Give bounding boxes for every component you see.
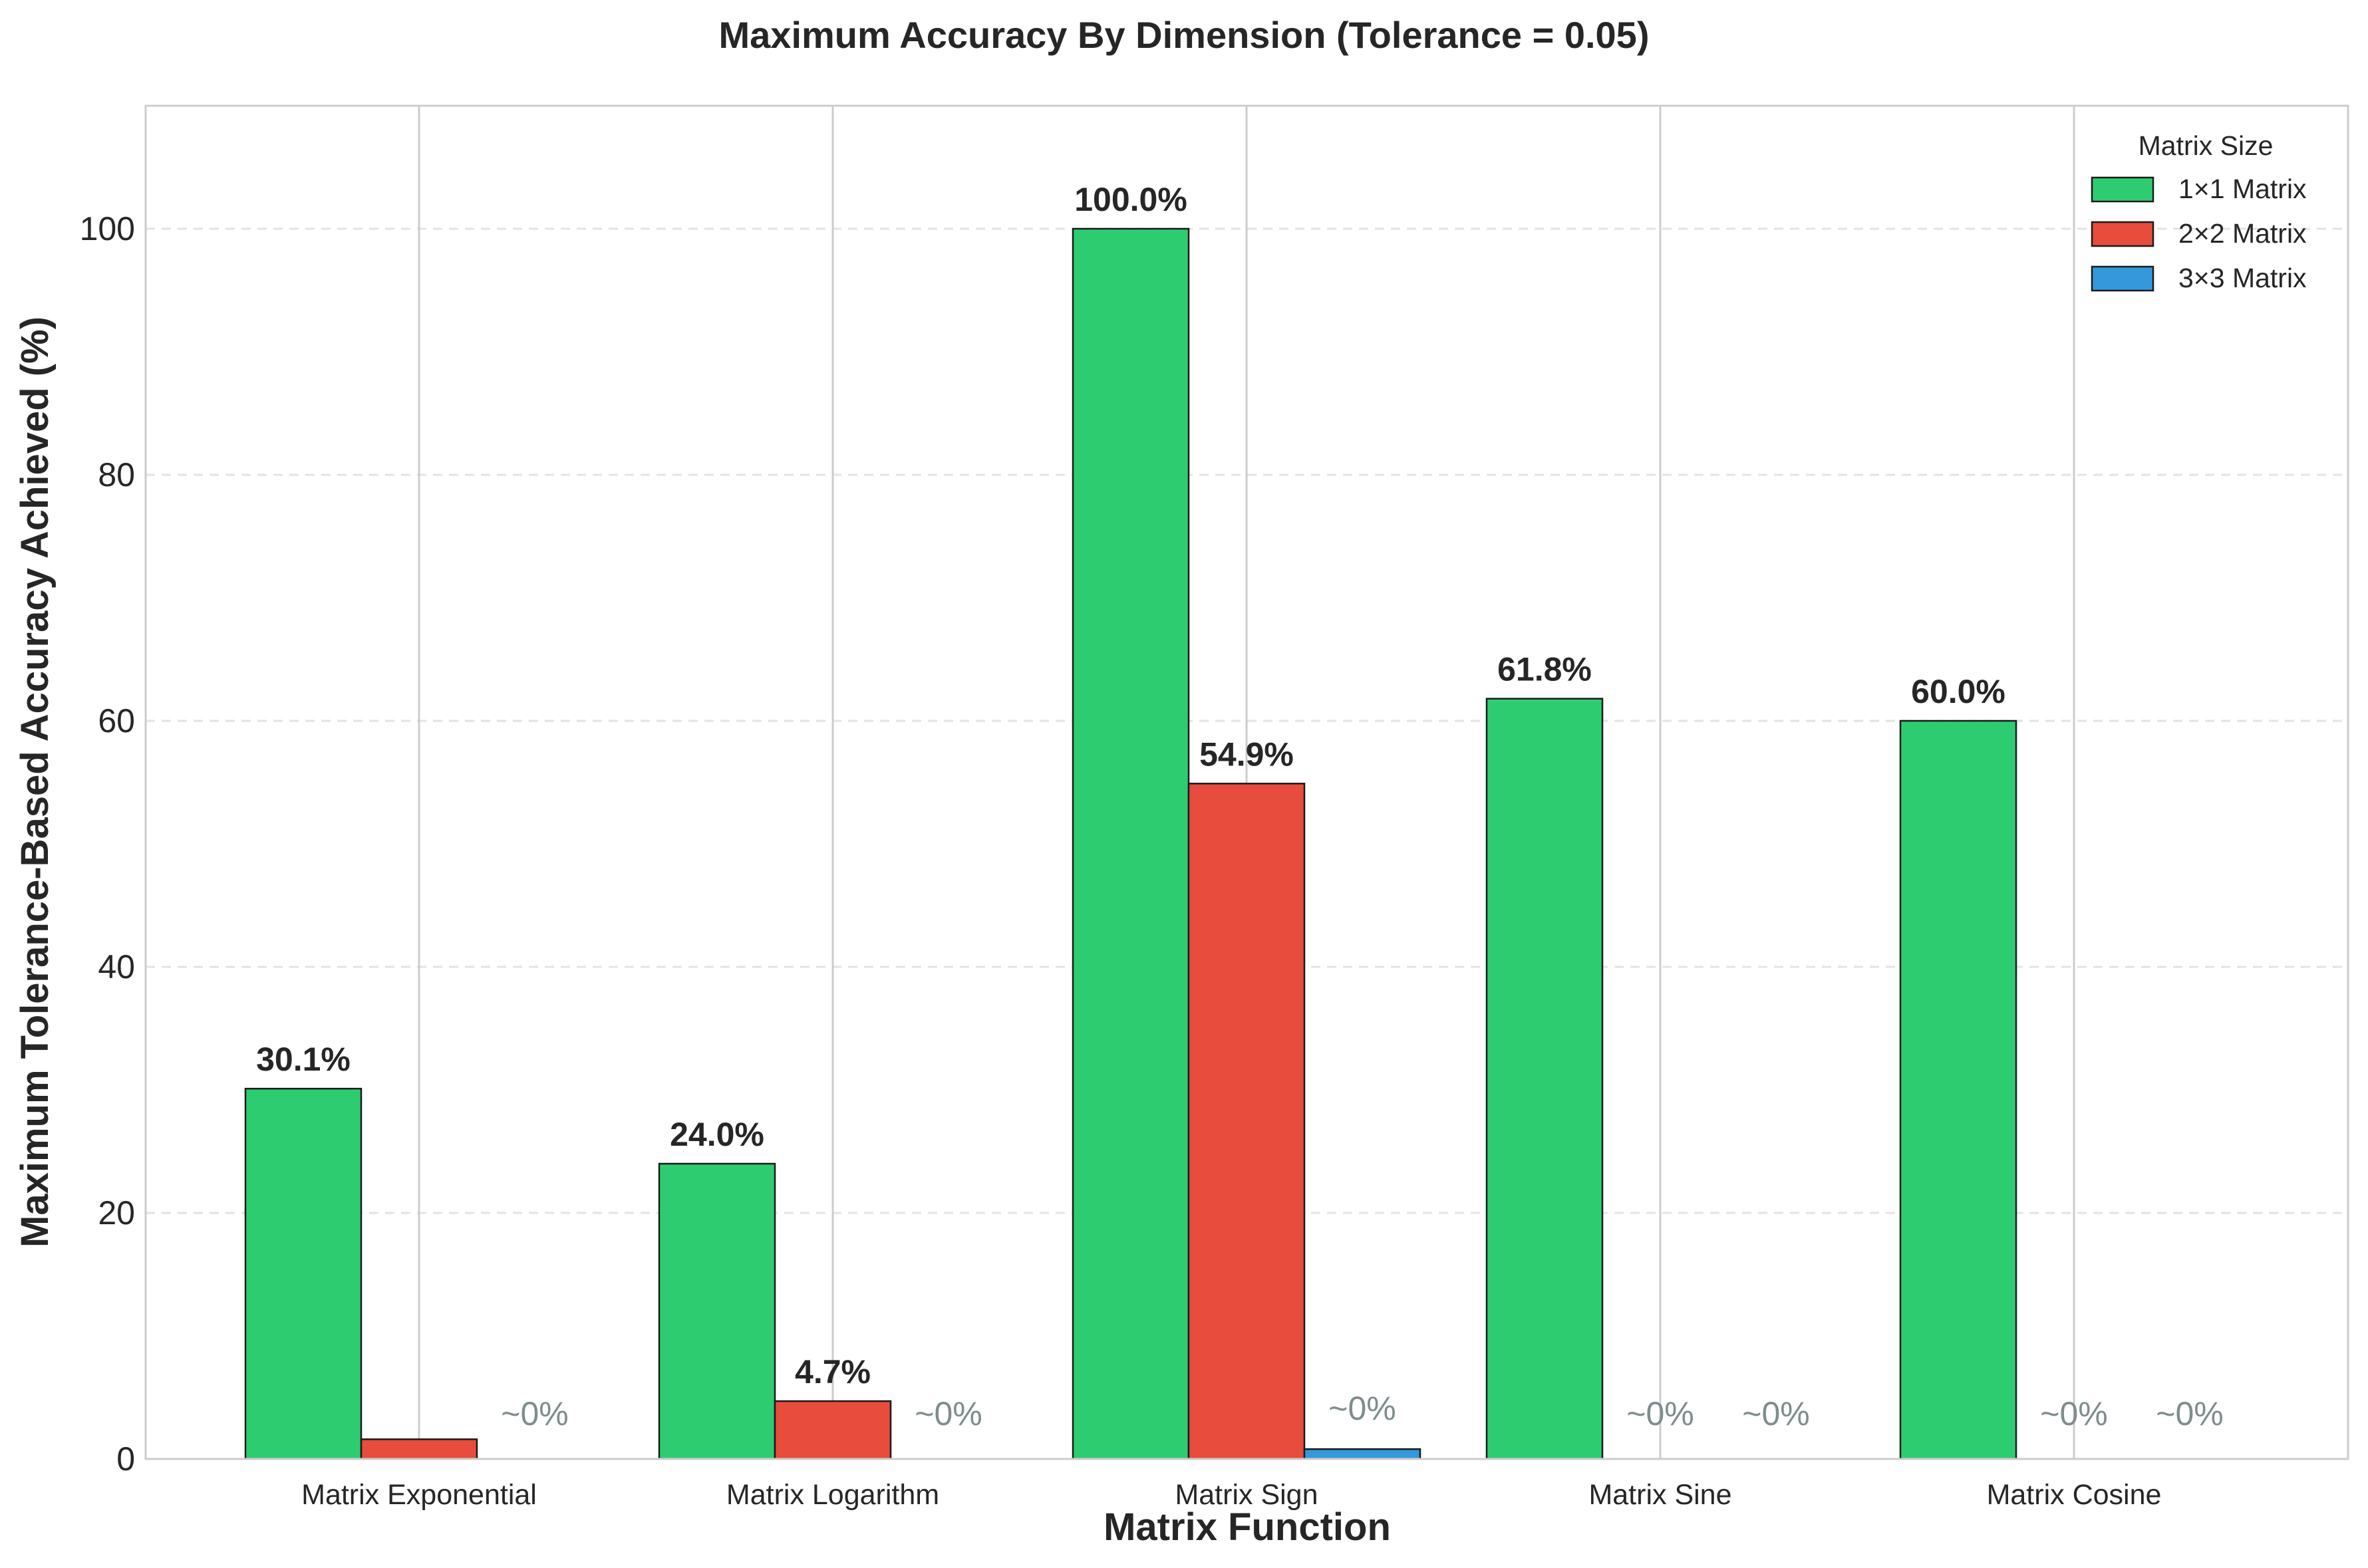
approx-zero-label: ~0% — [2156, 1395, 2223, 1432]
y-axis-label: Maximum Tolerance-Based Accuracy Achieve… — [13, 317, 57, 1247]
legend-entry-label: 3×3 Matrix — [2178, 263, 2307, 293]
y-tick-label: 40 — [98, 948, 135, 985]
legend: Matrix Size 1×1 Matrix 2×2 Matrix 3×3 Matr… — [2091, 130, 2307, 293]
bar — [1485, 698, 1604, 1460]
x-tick-label: Matrix Sign — [1175, 1479, 1318, 1511]
bar-value-label: 4.7% — [795, 1353, 871, 1390]
bar — [774, 1400, 892, 1460]
approx-zero-label: ~0% — [915, 1395, 982, 1432]
bars — [244, 227, 2017, 1460]
bar-value-label: 60.0% — [1911, 673, 2005, 710]
x-axis-label: Matrix Function — [1104, 1505, 1391, 1549]
bar-value-label: 61.8% — [1497, 651, 1592, 688]
bar — [658, 1162, 776, 1460]
x-tick-label: Matrix Logarithm — [726, 1479, 939, 1511]
bar — [360, 1438, 478, 1460]
approx-zero-label: ~0% — [1626, 1395, 1694, 1432]
data-labels: 30.1% 24.0% 100.0% 61.8% 60.0% 4.7% 54.9% ~0% ~0… — [256, 181, 2224, 1432]
bar-value-label: 24.0% — [670, 1116, 764, 1153]
x-tick-label: Matrix Sine — [1588, 1479, 1731, 1511]
y-tick-label: 60 — [98, 702, 135, 739]
legend-entry-label: 1×1 Matrix — [2178, 174, 2307, 204]
chart-title: Maximum Accuracy By Dimension (Tolerance… — [719, 14, 1650, 56]
x-axis-ticks: Matrix Exponential Matrix Logarithm Matrix… — [301, 1479, 2161, 1511]
legend-title: Matrix Size — [2139, 130, 2274, 161]
bar — [1303, 1448, 1421, 1460]
x-tick-label: Matrix Cosine — [1987, 1479, 2162, 1511]
y-tick-label: 0 — [116, 1440, 135, 1478]
bar-value-label: 30.1% — [256, 1041, 351, 1078]
y-tick-label: 80 — [98, 456, 135, 493]
approx-zero-label: ~0% — [501, 1395, 568, 1432]
approx-zero-label: ~0% — [1328, 1390, 1396, 1427]
bar — [1899, 719, 2017, 1460]
bar-value-label: 54.9% — [1199, 735, 1294, 773]
approx-zero-label: ~0% — [1742, 1395, 1809, 1432]
bar — [1072, 227, 1190, 1460]
bar-value-label: 100.0% — [1074, 181, 1187, 218]
legend-swatch — [2091, 221, 2154, 247]
approx-zero-label: ~0% — [2040, 1395, 2107, 1432]
y-tick-label: 20 — [98, 1194, 135, 1232]
x-tick-label: Matrix Exponential — [301, 1479, 537, 1511]
bar — [1187, 783, 1306, 1460]
legend-entry-label: 2×2 Matrix — [2178, 218, 2307, 249]
bar — [244, 1087, 363, 1460]
plot-frame — [144, 104, 2349, 1460]
y-axis-ticks: 0 20 40 60 80 100 — [80, 210, 135, 1478]
legend-swatch — [2091, 265, 2154, 292]
y-tick-label: 100 — [80, 210, 135, 247]
legend-swatch — [2091, 176, 2154, 203]
